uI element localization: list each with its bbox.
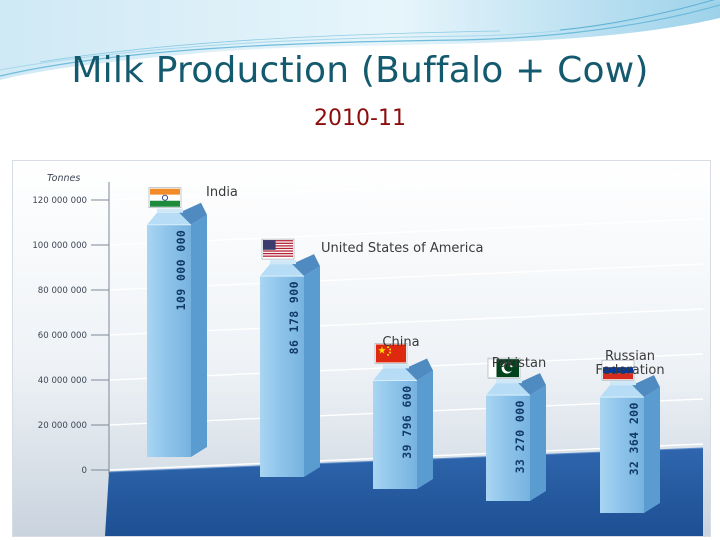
bar-roof-side	[405, 358, 433, 381]
y-tick-label: 120 000 000	[32, 196, 87, 206]
bar-roof-front	[373, 368, 417, 381]
y-tick-label: 60 000 000	[38, 331, 87, 341]
bar-front	[260, 276, 304, 477]
bar-lip	[270, 260, 296, 265]
bar-side	[644, 387, 660, 513]
gridline	[108, 173, 704, 201]
y-tick-label: 80 000 000	[38, 286, 87, 296]
category-label: China	[382, 335, 419, 350]
bar-roof-side	[518, 373, 546, 396]
slide-subtitle: 2010-11	[314, 106, 406, 131]
china-flag-icon	[374, 343, 408, 364]
milk-carton-bar: 86 178 900	[260, 254, 320, 477]
y-axis-title: Tonnes	[47, 173, 80, 184]
bar-roof-front	[260, 264, 304, 277]
header-swoosh-decoration	[0, 0, 720, 80]
gridline	[108, 308, 704, 336]
bar-value-label: 86 178 900	[287, 281, 301, 354]
bar-lip	[383, 364, 409, 369]
category-label: Pakistan	[492, 356, 546, 371]
chart-floor	[105, 448, 703, 536]
bar-side	[417, 370, 433, 489]
bar-side	[191, 214, 207, 457]
milk-carton-bar: 109 000 000	[147, 202, 207, 457]
india-flag-icon	[148, 187, 182, 209]
russia-flag-icon	[601, 359, 635, 381]
pakistan-flag-icon	[487, 357, 521, 379]
chart-panel: 0 20 000 000 40 000 000 60 000 000 80 000 00…	[12, 160, 711, 537]
bar-roof-front	[486, 383, 530, 396]
bar-front	[600, 397, 644, 513]
gridline	[108, 218, 704, 246]
bar-front	[486, 395, 530, 501]
bar-roof-front	[147, 212, 191, 225]
bar-roof-side	[632, 375, 660, 398]
gridline	[108, 263, 704, 291]
category-label: India	[206, 185, 238, 200]
slide-title: Milk Production (Buffalo + Cow)	[71, 50, 649, 91]
milk-carton-bar: 33 270 000	[486, 373, 546, 501]
bar-value-label: 33 270 000	[513, 400, 527, 473]
bar-value-label: 39 796 600	[400, 385, 414, 458]
milk-carton-bar: 39 796 600	[373, 358, 433, 489]
bar-roof-front	[600, 385, 644, 398]
bar-roof-side	[179, 202, 207, 225]
bar-front	[147, 224, 191, 457]
category-label: United States of America	[321, 241, 483, 256]
bar-side	[304, 266, 320, 477]
category-label: Russian Federation	[595, 349, 664, 378]
y-tick-label: 0	[82, 466, 87, 476]
usa-flag-icon	[261, 238, 295, 260]
bar-lip	[496, 379, 522, 384]
bar-front	[373, 380, 417, 489]
milk-carton-bar: 32 364 200	[600, 375, 660, 513]
bar-side	[530, 385, 546, 501]
milk-production-chart: 0 20 000 000 40 000 000 60 000 000 80 000 00…	[13, 161, 710, 536]
bar-value-label: 109 000 000	[174, 230, 188, 311]
y-tick-label: 40 000 000	[38, 376, 87, 386]
bar-value-label: 32 364 200	[627, 402, 641, 475]
y-tick-label: 20 000 000	[38, 421, 87, 431]
y-tick-label: 100 000 000	[32, 241, 87, 251]
bar-lip	[157, 208, 183, 213]
bar-roof-side	[292, 254, 320, 277]
bar-lip	[610, 381, 636, 386]
